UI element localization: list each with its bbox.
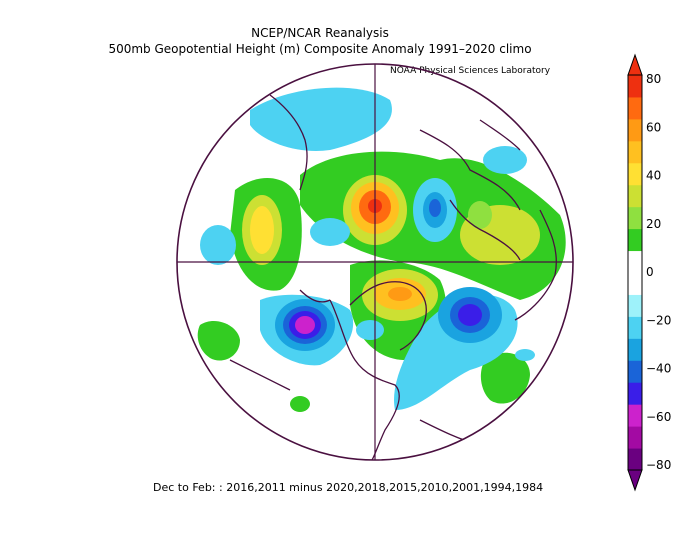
map-boundary-circle — [176, 63, 574, 461]
credit-label: NOAA Physical Sciences Laboratory — [390, 66, 551, 76]
colorbar-segment — [628, 404, 642, 427]
colorbar-segment — [628, 75, 642, 98]
colorbar-segment — [628, 448, 642, 471]
colorbar-segment — [628, 382, 642, 405]
colorbar-segment — [628, 294, 642, 317]
colorbar-tick-label: −60 — [646, 410, 671, 424]
colorbar-segment — [628, 206, 642, 230]
colorbar-tick-label: −40 — [646, 362, 671, 376]
colorbar-segment — [628, 272, 642, 295]
colorbar-segment — [628, 360, 642, 383]
anomaly-negative-east — [515, 349, 535, 361]
colorbar-segment — [628, 338, 642, 361]
colorbar-segment — [628, 140, 642, 164]
map-subtitle: 500mb Geopotential Height (m) Composite … — [108, 42, 532, 56]
anomaly-negative-central-south — [356, 320, 384, 340]
colorbar-tick-label: −80 — [646, 458, 671, 472]
anomaly-positive-eastatl — [480, 352, 530, 404]
anomaly-positive-small — [290, 396, 310, 412]
colorbar-tick-label: 40 — [646, 169, 661, 183]
map-title: NCEP/NCAR Reanalysis — [251, 26, 389, 40]
colorbar-segment — [628, 184, 642, 208]
colorbar-tick-label: 60 — [646, 120, 661, 134]
colorbar-outline — [627, 74, 643, 471]
colorbar-segment — [628, 162, 642, 186]
colorbar-segment — [628, 316, 642, 339]
colorbar: 80 60 40 20 0 −20 −40 −60 −80 — [627, 53, 671, 492]
anomaly-positive-westpac — [197, 320, 240, 361]
anomaly-field — [197, 87, 566, 412]
anomaly-negative-central — [310, 218, 350, 246]
colorbar-tick-label: 20 — [646, 217, 661, 231]
coastlines — [229, 94, 557, 460]
colorbar-max-arrow — [627, 53, 643, 76]
anomaly-negative-arctic-pacific — [250, 87, 392, 151]
anomaly-negative-westpac — [200, 225, 236, 265]
colorbar-segment — [628, 250, 642, 273]
colorbar-tick-label: 0 — [646, 265, 654, 279]
colorbar-tick-label: 80 — [646, 72, 661, 86]
composite-years-caption: Dec to Feb: : 2016,2011 minus 2020,2018,… — [153, 481, 544, 494]
anomaly-negative-atlantic — [483, 146, 527, 174]
colorbar-min-arrow — [627, 469, 643, 492]
colorbar-segment — [628, 426, 642, 449]
colorbar-segment — [628, 118, 642, 142]
colorbar-segment — [628, 96, 642, 120]
colorbar-segment — [628, 228, 642, 252]
colorbar-tick-label: −20 — [646, 313, 671, 327]
